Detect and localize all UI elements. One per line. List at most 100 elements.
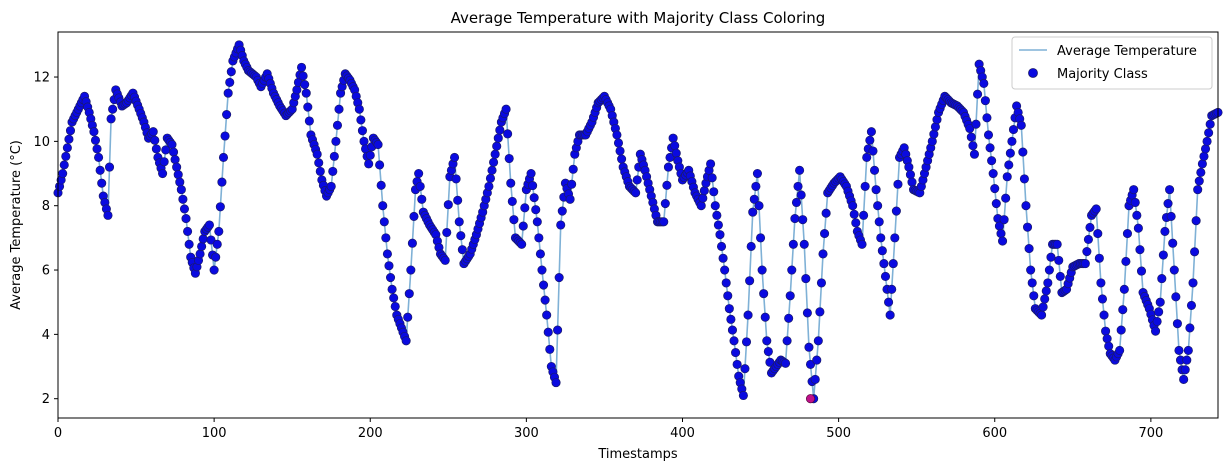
data-point	[531, 205, 541, 215]
data-point	[663, 162, 673, 172]
data-point	[1027, 278, 1037, 288]
data-point	[696, 201, 706, 211]
data-point	[804, 342, 814, 352]
data-point	[414, 168, 424, 179]
data-point	[983, 130, 994, 140]
data-point	[376, 180, 386, 190]
data-point	[1029, 291, 1039, 301]
chart-title: Average Temperature with Majority Class …	[451, 9, 826, 27]
data-point	[873, 201, 883, 211]
data-point	[108, 104, 118, 114]
data-point	[859, 210, 869, 220]
data-point	[97, 178, 107, 188]
data-point	[868, 146, 878, 156]
data-point	[158, 168, 168, 179]
data-point	[534, 233, 544, 243]
y-axis: 2 4 6 8 10 12	[33, 71, 58, 407]
data-point	[401, 336, 411, 346]
data-point	[197, 241, 207, 251]
data-point	[568, 164, 578, 174]
data-point	[1116, 325, 1126, 335]
data-point	[715, 230, 725, 240]
data-point	[996, 229, 1006, 239]
data-point	[148, 127, 158, 137]
data-point	[159, 157, 169, 167]
data-point	[379, 217, 389, 227]
legend-box	[1011, 36, 1213, 90]
data-point	[543, 327, 553, 337]
data-point	[206, 235, 216, 245]
data-point	[518, 221, 528, 231]
data-point	[150, 135, 160, 145]
data-point	[713, 220, 723, 230]
data-point	[553, 325, 563, 335]
data-point	[1052, 239, 1062, 249]
data-point	[1118, 305, 1128, 315]
data-point	[749, 194, 759, 204]
data-point	[965, 123, 975, 134]
data-point	[752, 168, 762, 179]
data-point	[1019, 174, 1029, 184]
data-point	[373, 140, 383, 150]
data-point	[905, 170, 915, 180]
data-point	[1004, 160, 1014, 170]
data-point	[1008, 125, 1019, 135]
data-point	[988, 168, 998, 179]
x-tick-label: 700	[1138, 426, 1163, 441]
data-point	[364, 159, 374, 169]
data-point	[869, 165, 880, 175]
data-point	[985, 143, 995, 153]
highlight-point	[805, 394, 816, 404]
data-point	[721, 278, 731, 288]
data-point	[716, 241, 727, 251]
data-point	[90, 135, 101, 145]
data-point	[866, 127, 876, 137]
y-tick-label: 2	[42, 392, 50, 407]
x-tick-label: 300	[514, 426, 539, 441]
data-point	[565, 194, 575, 204]
data-point	[62, 143, 72, 153]
data-point	[979, 78, 989, 89]
data-point	[94, 152, 104, 162]
data-point	[1001, 193, 1011, 203]
data-point	[106, 114, 116, 124]
data-point	[1199, 151, 1209, 161]
data-point	[815, 307, 825, 317]
data-point	[415, 181, 425, 191]
data-point	[331, 136, 341, 146]
data-point	[329, 151, 339, 161]
data-point	[1093, 229, 1103, 239]
data-point	[969, 149, 979, 159]
data-point	[612, 130, 622, 140]
x-axis-label: Timestamps	[597, 447, 678, 462]
data-point	[449, 152, 460, 162]
data-point	[788, 239, 798, 249]
data-point	[999, 215, 1009, 225]
data-point	[551, 378, 561, 388]
data-point	[1005, 148, 1015, 158]
data-point	[225, 77, 235, 87]
data-point	[532, 217, 542, 227]
data-point	[359, 136, 369, 146]
data-point	[61, 151, 71, 161]
data-point	[451, 174, 461, 184]
x-axis: 0 100 200 300 400 500 600 700	[54, 418, 1163, 441]
data-point	[390, 301, 400, 312]
data-point	[103, 210, 113, 220]
data-point	[816, 278, 826, 288]
data-point	[795, 165, 805, 175]
data-point	[662, 180, 672, 190]
data-point	[1132, 210, 1142, 220]
data-point	[95, 165, 105, 175]
y-tick-label: 4	[42, 328, 50, 343]
data-point	[1021, 201, 1031, 211]
data-point	[1102, 334, 1112, 344]
data-point	[442, 227, 452, 238]
data-point	[92, 144, 102, 154]
data-point	[354, 104, 364, 114]
data-point	[457, 245, 467, 255]
data-point	[1018, 147, 1028, 157]
data-point	[484, 181, 494, 191]
data-point	[1172, 319, 1182, 329]
y-tick-label: 10	[33, 135, 50, 150]
